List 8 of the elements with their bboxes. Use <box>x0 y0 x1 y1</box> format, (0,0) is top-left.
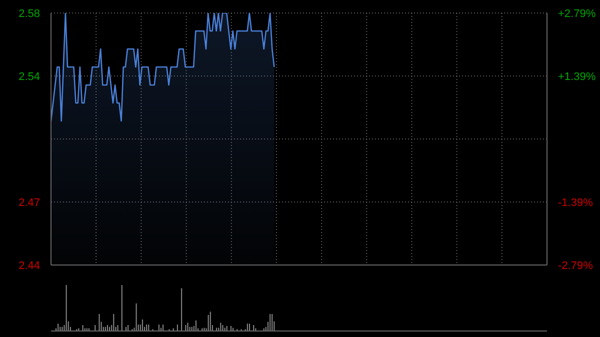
y2-tick-label: +2.79% <box>558 8 596 20</box>
y-tick-label: 2.47 <box>18 197 40 209</box>
y-tick-label: 2.44 <box>18 260 40 272</box>
y2-tick-label: -2.79% <box>558 260 594 272</box>
y2-tick-label: -1.39% <box>558 196 594 209</box>
y-tick-label: 2.58 <box>18 8 40 20</box>
y-tick-label: 2.54 <box>18 71 40 83</box>
y2-tick-label: +1.39% <box>558 71 596 84</box>
